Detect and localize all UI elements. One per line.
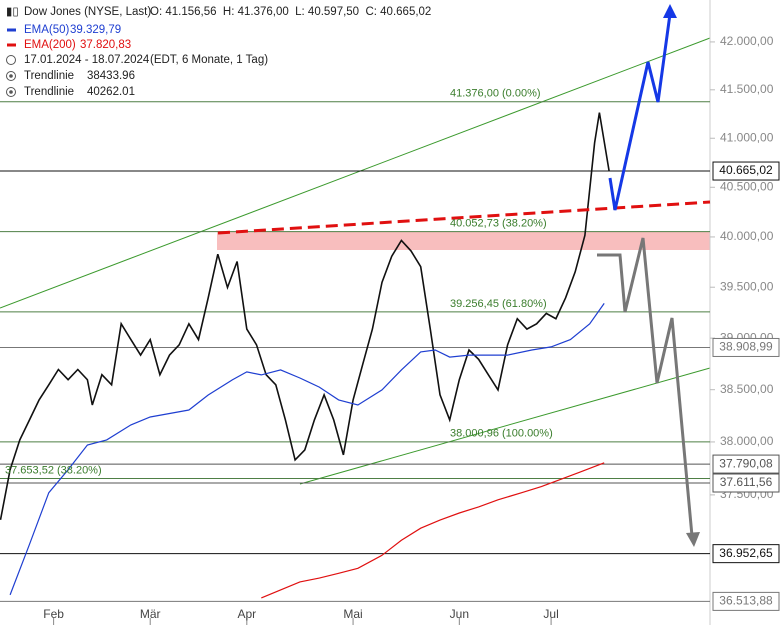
arrow-head	[686, 532, 700, 547]
price-box	[712, 161, 780, 181]
level-label: 37.653,52 (38.20%)	[5, 464, 102, 476]
x-tick-label: Jun	[450, 607, 469, 621]
lower-channel	[299, 367, 711, 485]
instrument: Dow Jones (NYSE, Last)	[24, 6, 151, 18]
series-line	[0, 112, 610, 521]
bear-scenario-arrow	[597, 237, 694, 537]
series-line	[9, 303, 605, 596]
level-label: 40.052,73 (38.20%)	[450, 218, 547, 230]
ema50-value: 39.329,79	[70, 24, 121, 36]
legend: ▮▯ Dow Jones (NYSE, Last) O: 41.156,56 H…	[6, 6, 431, 98]
price-box-label: 37.611,56	[720, 475, 773, 489]
ema50-label: EMA(50)	[24, 24, 70, 36]
y-tick-label: 39.500,00	[720, 279, 774, 293]
trend1-label: Trendlinie	[24, 70, 74, 82]
price-box	[712, 544, 780, 564]
trend-icon	[6, 71, 16, 81]
trend2-label: Trendlinie	[24, 86, 74, 98]
trend-icon-dot	[9, 90, 13, 94]
y-tick-label: 38.500,00	[720, 382, 774, 396]
x-tick-label: Feb	[43, 607, 64, 621]
upper-channel	[0, 37, 711, 309]
red-trendline	[217, 200, 711, 235]
price-box-label: 37.790,08	[719, 456, 773, 470]
price-box-label: 36.952,65	[719, 546, 773, 560]
x-tick-label: Jul	[543, 607, 558, 621]
y-tick-label: 40.500,00	[720, 179, 774, 193]
price-box-label: 36.513,88	[719, 594, 773, 608]
level-label: 38.000,96 (100.00%)	[450, 428, 553, 440]
level-label: 39.256,45 (61.80%)	[450, 298, 547, 310]
arrow-head	[663, 4, 677, 18]
y-tick-label: 40.000,00	[720, 229, 774, 243]
icon: ▮▯	[6, 6, 19, 18]
x-tick-label: Apr	[237, 607, 256, 621]
date-range: 17.01.2024 - 18.07.2024	[24, 54, 150, 66]
price-box	[712, 591, 780, 611]
price-box	[712, 454, 780, 474]
price-box	[712, 473, 780, 493]
x-tick-label: Mai	[343, 607, 362, 621]
level-label: 41.376,00 (0.00%)	[450, 88, 541, 100]
series-line	[261, 462, 605, 599]
ema200-label: EMA(200)	[24, 39, 76, 51]
x-tick-label: Mär	[140, 607, 161, 621]
ohlc: O: 41.156,56 H: 41.376,00 L: 40.597,50 C…	[150, 6, 431, 18]
y-tick-label: 41.000,00	[720, 130, 774, 144]
price-box-label: 38.908,99	[719, 340, 773, 354]
y-tick-label: 38.000,00	[720, 434, 774, 448]
trend2-value: 40262.01	[87, 86, 135, 98]
price-box	[712, 337, 780, 357]
bull-scenario-arrow	[608, 13, 672, 211]
trend-icon	[6, 87, 16, 97]
resistance-zone	[217, 232, 710, 250]
y-tick-label: 42.000,00	[720, 34, 774, 48]
price-box-label: 40.665,02	[719, 163, 773, 177]
y-tick-label: 41.500,00	[720, 82, 774, 96]
trend-icon-dot	[9, 74, 13, 78]
clock-icon	[6, 55, 16, 65]
ema200-value: 37.820,83	[80, 39, 131, 51]
range-note: (EDT, 6 Monate, 1 Tag)	[150, 54, 268, 66]
trend1-value: 38433.96	[87, 70, 135, 82]
